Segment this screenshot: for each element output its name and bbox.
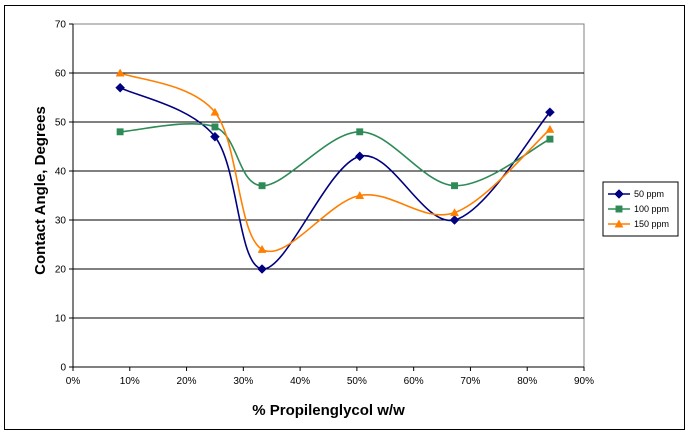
x-tick-label: 80% — [517, 376, 537, 387]
data-point — [354, 151, 365, 162]
x-tick-label: 90% — [574, 376, 594, 387]
gridlines — [73, 72, 584, 319]
legend-item: 100 ppm — [608, 204, 669, 214]
data-point — [545, 124, 555, 133]
x-tick-label: 10% — [120, 376, 140, 387]
x-tick-label: 0% — [66, 376, 81, 387]
y-tick-label: 70 — [55, 20, 67, 31]
series-line — [119, 72, 551, 253]
data-point — [545, 107, 555, 118]
data-point — [115, 82, 125, 93]
x-tick-label: 20% — [177, 376, 197, 387]
data-point — [450, 208, 459, 217]
series-0 — [115, 82, 555, 274]
data-point — [116, 128, 124, 136]
x-tick-label: 60% — [404, 376, 424, 387]
x-axis-title: % Propilenglycol w/w — [252, 402, 405, 419]
x-tick-label: 30% — [233, 376, 253, 387]
data-point — [546, 135, 554, 143]
plot-area-rect — [72, 23, 585, 368]
data-point — [210, 107, 220, 116]
data-point — [257, 244, 267, 253]
x-tick-label: 50% — [347, 376, 367, 387]
legend-item: 50 ppm — [608, 189, 664, 199]
y-tick-label: 30 — [55, 216, 67, 227]
x-tick-label: 40% — [290, 376, 310, 387]
y-tick-label: 10 — [55, 314, 67, 325]
y-tick-label: 40 — [55, 167, 67, 178]
series-2 — [115, 68, 555, 253]
data-point — [451, 182, 458, 190]
legend-label: 150 ppm — [634, 219, 669, 229]
legend-label: 50 ppm — [634, 189, 664, 199]
legend-item: 150 ppm — [608, 219, 669, 229]
x-tick-label: 70% — [460, 376, 480, 387]
data-point — [211, 123, 219, 131]
y-tick-label: 50 — [55, 118, 67, 129]
legend-label: 100 ppm — [634, 204, 669, 214]
legend: 50 ppm 100 ppm 150 ppm — [602, 181, 679, 237]
y-tick-label: 0 — [60, 363, 66, 374]
y-axis-title: Contact Angle, Degrees — [32, 106, 49, 275]
series-layer — [115, 68, 555, 274]
data-point — [356, 128, 364, 136]
legend-marker — [614, 219, 624, 228]
axes: 0 10 20 30 40 50 60 70 0% 10% 20% 30% 40% 50% 60% 70% 80… — [55, 20, 594, 388]
legend-marker — [614, 189, 624, 199]
data-point — [257, 264, 267, 274]
legend-marker — [615, 205, 623, 213]
series-1 — [116, 123, 554, 190]
data-point — [258, 182, 266, 190]
data-point — [115, 68, 125, 77]
y-tick-label: 60 — [55, 69, 67, 80]
data-point — [449, 215, 460, 225]
y-tick-label: 20 — [55, 265, 67, 276]
data-point — [210, 131, 220, 142]
data-point — [355, 190, 365, 199]
plot-area — [72, 23, 585, 368]
